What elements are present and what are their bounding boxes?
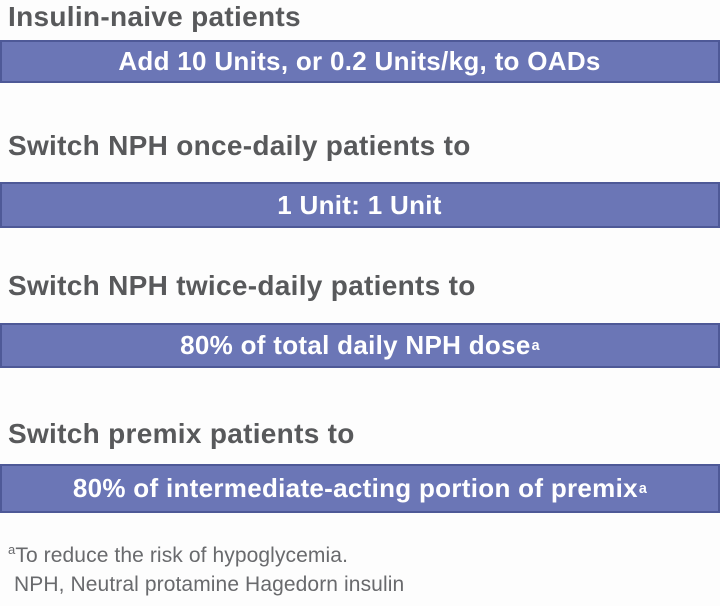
heading-nph-once-daily: Switch NPH once-daily patients to	[8, 130, 471, 161]
banner-text: 1 Unit: 1 Unit	[277, 189, 442, 220]
banner-nph-once-daily-dose: 1 Unit: 1 Unit	[0, 182, 720, 228]
banner-text: 80% of total daily NPH dose	[180, 330, 531, 360]
banner-text: 80% of intermediate-acting portion of pr…	[72, 473, 638, 503]
banner-insulin-naive-dose: Add 10 Units, or 0.2 Units/kg, to OADs	[0, 40, 720, 83]
footnote-text: To reduce the risk of hypoglycemia.	[15, 544, 349, 567]
heading-premix-patients: Switch premix patients to	[8, 418, 355, 449]
banner-premix-dose: 80% of intermediate-acting portion of pr…	[0, 464, 720, 513]
banner-text: Add 10 Units, or 0.2 Units/kg, to OADs	[118, 46, 601, 76]
footnote-hypoglycemia: aTo reduce the risk of hypoglycemia.	[8, 542, 349, 568]
banner-nph-twice-daily-dose: 80% of total daily NPH dose a	[0, 323, 720, 368]
heading-nph-twice-daily: Switch NPH twice-daily patients to	[8, 270, 476, 301]
heading-insulin-naive-patients: Insulin-naive patients	[8, 1, 301, 32]
footnote-marker: a	[8, 542, 16, 557]
footnote-text: NPH, Neutral protamine Hagedorn insulin	[14, 573, 405, 596]
footnote-nph-abbreviation: NPH, Neutral protamine Hagedorn insulin	[14, 573, 404, 597]
